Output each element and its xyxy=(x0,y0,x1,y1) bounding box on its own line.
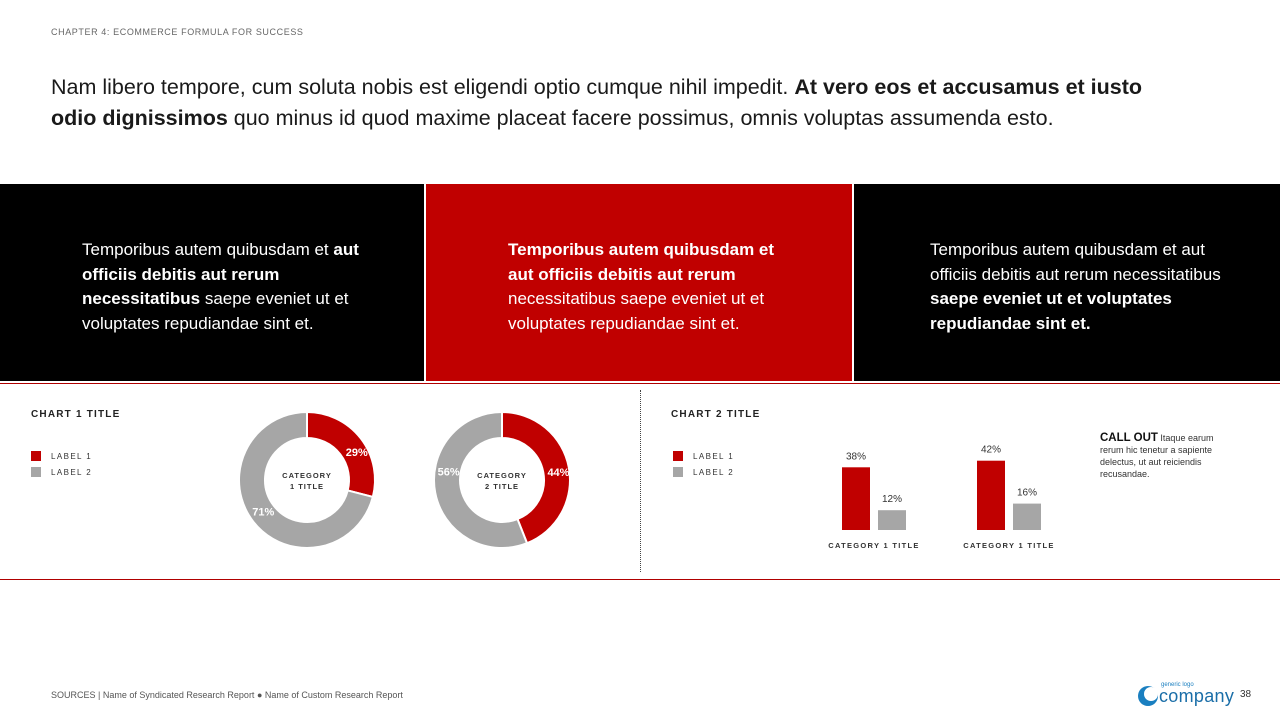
headline: Nam libero tempore, cum soluta nobis est… xyxy=(51,72,1191,134)
panel-center-text-2: necessitatibus saepe eveniet ut et volup… xyxy=(508,289,765,333)
bar-2-1 xyxy=(977,460,1005,530)
section-rule-bottom xyxy=(0,579,1280,580)
callout: CALL OUT Itaque earum rerum hic tenetur … xyxy=(1100,432,1230,480)
panel-left-bold: aut officiis debitis aut rerum necessita… xyxy=(82,240,359,308)
donut-2-slice-1 xyxy=(501,410,571,545)
panel-left-text-1: Temporibus autem quibusdam et xyxy=(82,240,334,259)
chart-2-bars: 38% 12% CATEGORY 1 TITLE 42% 16% CATEGORY 1 T… xyxy=(828,445,1055,550)
logo-small-text: generic logo xyxy=(1161,682,1194,688)
chapter-label: CHAPTER 4: ECOMMERCE FORMULA FOR SUCCESS xyxy=(51,27,304,37)
donut-1-center-label: 1 TITLE xyxy=(290,482,324,491)
headline-part-1: Nam libero tempore, cum soluta nobis est… xyxy=(51,75,795,99)
panel-center-text: Temporibus autem quibusdam et aut offici… xyxy=(508,238,798,336)
panel-right-bold: saepe eveniet ut et voluptates repudiand… xyxy=(930,289,1172,333)
bar-1-1 xyxy=(842,467,870,530)
donut-2-center-label: CATEGORY xyxy=(477,471,527,480)
donut-2-value-label-2: 56% xyxy=(438,467,460,479)
legend-swatch-gray xyxy=(31,467,41,477)
headline-part-2: quo minus id quod maxime placeat facere … xyxy=(227,106,1054,130)
donut-1-slice-2 xyxy=(238,410,375,549)
donut-2-slice-2 xyxy=(433,410,529,549)
chart-2-legend-item-1: LABEL 1 xyxy=(673,448,734,464)
bar-1-2-value-label: 12% xyxy=(882,494,902,505)
chart-1-legend-item-1: LABEL 1 xyxy=(31,448,92,464)
panel-left-text-2: saepe eveniet ut et voluptates repudiand… xyxy=(82,289,349,333)
donut-1-center-label: CATEGORY xyxy=(282,471,332,480)
sources-label: SOURCES xyxy=(51,690,96,700)
section-rule-top xyxy=(0,383,1280,384)
legend-swatch-red xyxy=(673,451,683,461)
callout-text: Itaque earum rerum hic tenetur a sapient… xyxy=(1100,433,1214,479)
chart-divider xyxy=(640,390,641,572)
bar-2-1-value-label: 42% xyxy=(981,445,1001,456)
page-number: 38 xyxy=(1240,689,1252,700)
chart-1-legend: LABEL 1 LABEL 2 xyxy=(31,448,92,480)
bar-1-1-value-label: 38% xyxy=(846,451,866,462)
donut-1-value-label-2: 71% xyxy=(252,507,274,519)
logo-mark-icon xyxy=(1138,686,1158,706)
chart-1-legend-label-1: LABEL 1 xyxy=(51,451,93,461)
bar-1-2 xyxy=(878,510,906,530)
callout-label: CALL OUT xyxy=(1100,432,1158,444)
chart-1-title: CHART 1 TITLE xyxy=(31,409,121,420)
legend-swatch-red xyxy=(31,451,41,461)
headline-bold: At vero eos et accusamus et iusto odio d… xyxy=(51,75,1143,130)
sources-bullet: ● xyxy=(254,690,265,700)
panel-right-text: Temporibus autem quibusdam et aut offici… xyxy=(930,238,1230,336)
panel-center-bold: Temporibus autem quibusdam et aut offici… xyxy=(508,240,775,284)
chart-1-legend-item-2: LABEL 2 xyxy=(31,464,92,480)
chart-1-donuts: 29% 71% CATEGORY 1 TITLE 44% 56% CATEGORY 2 TIT… xyxy=(238,410,571,549)
chart-2-legend-label-1: LABEL 1 xyxy=(693,451,735,461)
chart-2-title: CHART 2 TITLE xyxy=(671,409,761,420)
sources-separator: | xyxy=(95,690,103,700)
panel-center: Temporibus autem quibusdam et aut offici… xyxy=(426,184,852,381)
panel-left-text: Temporibus autem quibusdam et aut offici… xyxy=(82,238,362,336)
panel-right: Temporibus autem quibusdam et aut offici… xyxy=(854,184,1280,381)
bar-2-2-value-label: 16% xyxy=(1017,488,1037,499)
bar-2-2 xyxy=(1013,503,1041,530)
legend-swatch-gray xyxy=(673,467,683,477)
chart-2-legend-item-2: LABEL 2 xyxy=(673,464,734,480)
logo-big-text: company xyxy=(1159,686,1235,706)
chart-2-legend: LABEL 1 LABEL 2 xyxy=(673,448,734,480)
panel-left: Temporibus autem quibusdam et aut offici… xyxy=(0,184,424,381)
panel-right-text-1: Temporibus autem quibusdam et aut offici… xyxy=(930,240,1221,284)
bar-category-label-2: CATEGORY 1 TITLE xyxy=(963,541,1055,550)
chart-2-legend-label-2: LABEL 2 xyxy=(693,467,735,477)
source-item-1: Name of Syndicated Research Report xyxy=(102,690,255,700)
donut-2-value-label-1: 44% xyxy=(547,467,569,479)
sources-line: SOURCES | Name of Syndicated Research Re… xyxy=(51,690,403,700)
donut-1-value-label-1: 29% xyxy=(346,447,368,459)
chart-1-legend-label-2: LABEL 2 xyxy=(51,467,93,477)
company-logo: generic logo company xyxy=(1137,682,1237,710)
donut-2-center-label: 2 TITLE xyxy=(485,482,519,491)
bar-category-label-1: CATEGORY 1 TITLE xyxy=(828,541,920,550)
source-item-2: Name of Custom Research Report xyxy=(264,690,403,700)
